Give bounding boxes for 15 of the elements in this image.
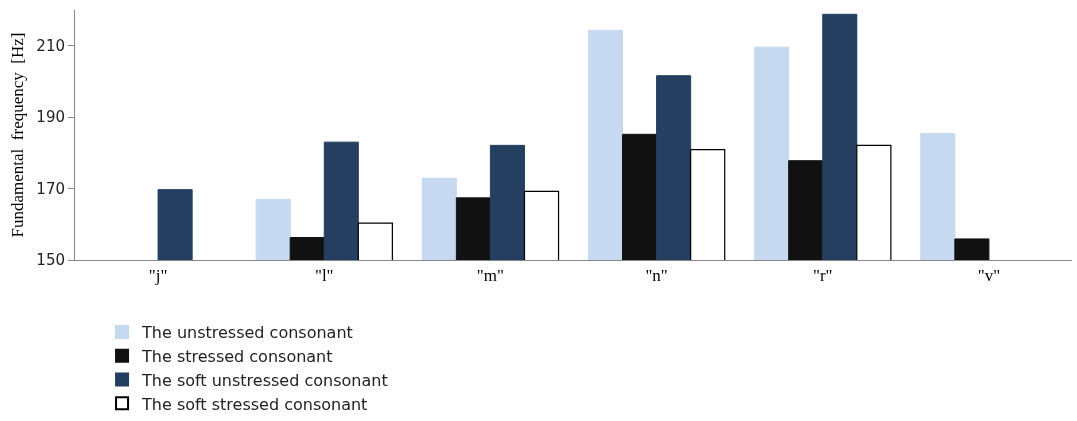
x-tick-label: "r" xyxy=(812,266,833,286)
legend-label: The unstressed consonant xyxy=(141,323,353,343)
y-tick-label: 150 xyxy=(36,251,65,270)
x-tick-label: "l" xyxy=(314,266,334,286)
y-axis-title: Fundamental frequency [Hz] xyxy=(7,32,27,238)
y-tick-label: 210 xyxy=(36,36,65,55)
y-tick-label: 170 xyxy=(36,179,65,198)
x-tick-label: "v" xyxy=(977,266,1001,286)
x-tick-label: "n" xyxy=(645,266,668,286)
x-tick-label: "j" xyxy=(148,266,168,286)
legend-label: The stressed consonant xyxy=(141,346,333,366)
y-tick-label: 190 xyxy=(36,108,65,127)
x-tick-label: "m" xyxy=(476,266,504,286)
legend-label: The soft unstressed consonant xyxy=(141,370,388,390)
legend-label: The soft stressed consonant xyxy=(141,394,368,414)
